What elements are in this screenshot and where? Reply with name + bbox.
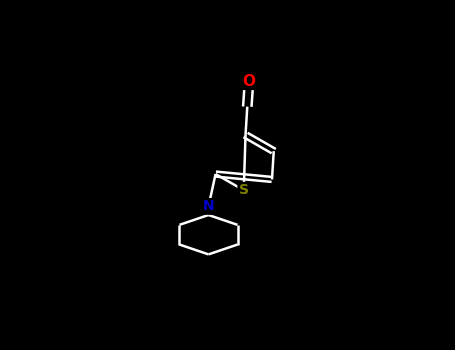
Text: S: S [239,183,249,197]
Text: N: N [202,199,214,213]
Text: O: O [243,74,256,89]
